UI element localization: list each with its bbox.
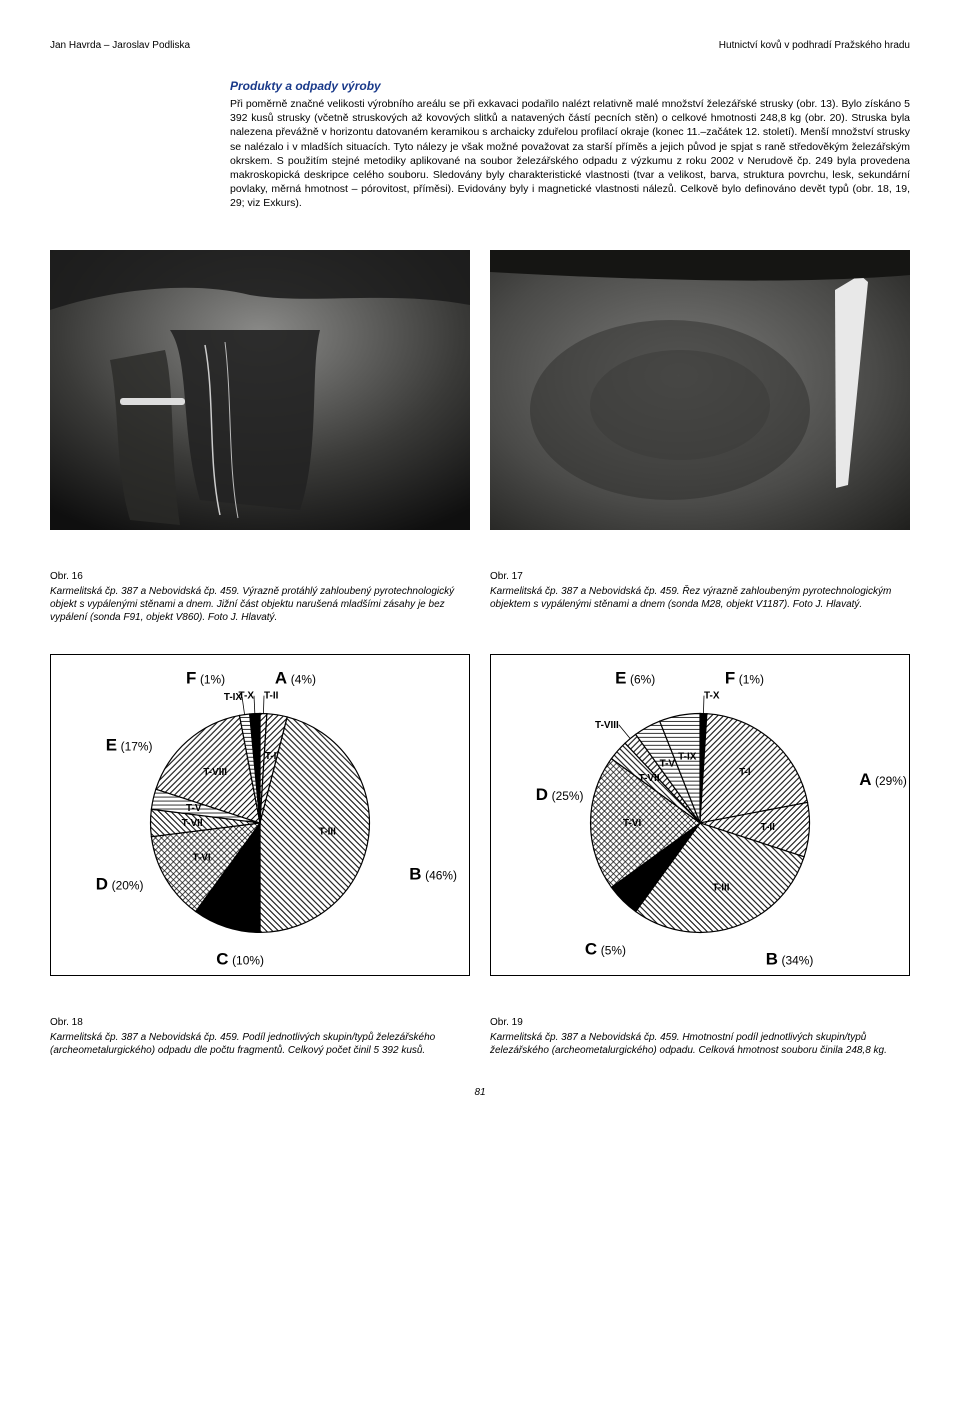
header-left: Jan Havrda – Jaroslav Podliska — [50, 40, 190, 51]
svg-text:T-IV: T-IV — [643, 866, 662, 877]
svg-text:T-IV: T-IV — [230, 883, 249, 894]
fig19-label: Obr. 19 — [490, 1016, 910, 1029]
chart-row: T-IIT-IT-IIIT-IVT-VIT-VIIT-VT-VIIIT-IXT-… — [50, 654, 910, 976]
figure-17-photo — [490, 250, 910, 530]
photo-captions: Obr. 16 Karmelitská čp. 387 a Nebovidská… — [50, 570, 910, 624]
fig18-label: Obr. 18 — [50, 1016, 470, 1029]
svg-text:T-VI: T-VI — [192, 853, 210, 864]
svg-text:F (1%): F (1%) — [725, 669, 764, 688]
running-header: Jan Havrda – Jaroslav Podliska Hutnictví… — [50, 40, 910, 51]
fig19-text: Karmelitská čp. 387 a Nebovidská čp. 459… — [490, 1032, 887, 1056]
svg-text:B (34%): B (34%) — [766, 950, 814, 969]
figure-18-chart: T-IIT-IT-IIIT-IVT-VIT-VIIT-VT-VIIIT-IXT-… — [50, 654, 470, 976]
svg-text:D (20%): D (20%) — [96, 875, 144, 894]
svg-text:B (46%): B (46%) — [409, 865, 457, 884]
svg-text:T-III: T-III — [712, 883, 729, 894]
svg-text:T-I: T-I — [265, 751, 277, 762]
svg-text:T-VIII: T-VIII — [595, 720, 619, 731]
figure-19-caption: Obr. 19 Karmelitská čp. 387 a Nebovidská… — [490, 1016, 910, 1057]
svg-text:A (4%): A (4%) — [275, 669, 316, 688]
svg-text:T-II: T-II — [264, 691, 279, 702]
svg-text:T-X: T-X — [704, 691, 720, 702]
svg-text:T-VII: T-VII — [639, 773, 660, 784]
svg-text:T-IX: T-IX — [678, 752, 697, 763]
svg-text:A (29%): A (29%) — [859, 771, 907, 790]
svg-text:T-III: T-III — [319, 827, 336, 838]
photo-row — [50, 250, 910, 530]
fig17-label: Obr. 17 — [490, 570, 910, 583]
fig18-text: Karmelitská čp. 387 a Nebovidská čp. 459… — [50, 1032, 435, 1056]
svg-text:F (1%): F (1%) — [186, 669, 225, 688]
fig16-label: Obr. 16 — [50, 570, 470, 583]
figure-18-caption: Obr. 18 Karmelitská čp. 387 a Nebovidská… — [50, 1016, 470, 1057]
svg-text:C (5%): C (5%) — [585, 940, 626, 959]
svg-text:T-V: T-V — [660, 759, 676, 770]
fig16-text: Karmelitská čp. 387 a Nebovidská čp. 459… — [50, 586, 454, 623]
figure-16-caption: Obr. 16 Karmelitská čp. 387 a Nebovidská… — [50, 570, 470, 624]
svg-text:T-II: T-II — [761, 823, 776, 834]
svg-text:T-V: T-V — [186, 804, 202, 815]
svg-text:T-X: T-X — [239, 691, 255, 702]
svg-text:T-VI: T-VI — [623, 818, 641, 829]
section-heading: Produkty a odpady výroby — [230, 79, 910, 93]
body-paragraph: Při poměrně značné velikosti výrobního a… — [230, 97, 910, 210]
figure-19-chart: T-X T-I T-II T-III T-IV T-VI T-VII T-VIII T-VT-I… — [490, 654, 910, 976]
svg-text:C (10%): C (10%) — [216, 950, 264, 969]
fig17-text: Karmelitská čp. 387 a Nebovidská čp. 459… — [490, 586, 891, 610]
figure-16-photo — [50, 250, 470, 530]
figure-17-caption: Obr. 17 Karmelitská čp. 387 a Nebovidská… — [490, 570, 910, 624]
chart-captions: Obr. 18 Karmelitská čp. 387 a Nebovidská… — [50, 1016, 910, 1057]
svg-text:E (17%): E (17%) — [106, 736, 153, 755]
svg-text:T-I: T-I — [739, 767, 751, 778]
page-number: 81 — [50, 1087, 910, 1098]
svg-text:D (25%): D (25%) — [536, 785, 584, 804]
svg-text:T-VII: T-VII — [182, 818, 203, 829]
header-right: Hutnictví kovů v podhradí Pražského hrad… — [719, 40, 910, 51]
svg-text:E (6%): E (6%) — [615, 669, 655, 688]
svg-text:T-VIII: T-VIII — [203, 767, 227, 778]
